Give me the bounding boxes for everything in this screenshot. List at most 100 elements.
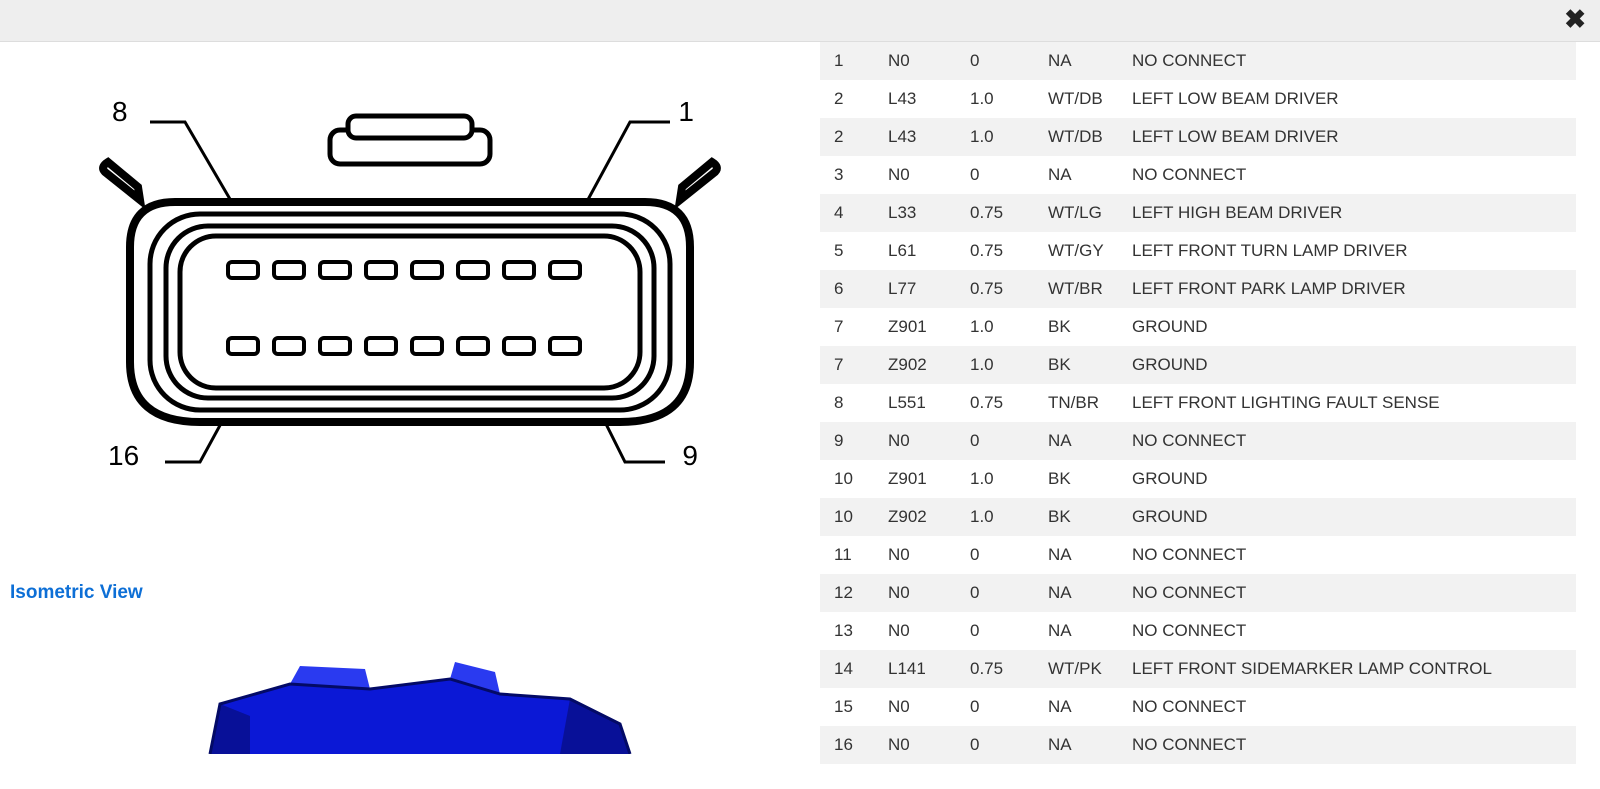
- diagram-pane: 8 1 16 9: [0, 42, 820, 789]
- cell-circuit: Z902: [874, 346, 956, 384]
- cell-function: NO CONNECT: [1118, 612, 1576, 650]
- table-row: 2L431.0WT/DBLEFT LOW BEAM DRIVER: [820, 118, 1576, 156]
- cell-color: NA: [1034, 574, 1118, 612]
- cell-color: WT/DB: [1034, 118, 1118, 156]
- cell-function: LEFT FRONT SIDEMARKER LAMP CONTROL: [1118, 650, 1576, 688]
- cell-function: GROUND: [1118, 308, 1576, 346]
- cell-circuit: N0: [874, 688, 956, 726]
- pin-corner-label: 9: [682, 440, 698, 472]
- cell-function: NO CONNECT: [1118, 574, 1576, 612]
- cell-circuit: N0: [874, 612, 956, 650]
- cell-gauge: 0: [956, 574, 1034, 612]
- cell-pin: 5: [820, 232, 874, 270]
- cell-circuit: L77: [874, 270, 956, 308]
- table-row: 9N00NANO CONNECT: [820, 422, 1576, 460]
- cell-gauge: 0.75: [956, 384, 1034, 422]
- cell-circuit: N0: [874, 42, 956, 80]
- cell-gauge: 0.75: [956, 232, 1034, 270]
- cell-function: LEFT LOW BEAM DRIVER: [1118, 118, 1576, 156]
- connector-svg: [30, 92, 790, 522]
- cell-function: NO CONNECT: [1118, 688, 1576, 726]
- cell-pin: 1: [820, 42, 874, 80]
- table-row: 1N00NANO CONNECT: [820, 42, 1576, 80]
- cell-color: BK: [1034, 308, 1118, 346]
- cell-pin: 6: [820, 270, 874, 308]
- cell-circuit: N0: [874, 726, 956, 764]
- cell-gauge: 0: [956, 688, 1034, 726]
- cell-color: TN/BR: [1034, 384, 1118, 422]
- cell-circuit: L43: [874, 118, 956, 156]
- table-row: 8L5510.75TN/BRLEFT FRONT LIGHTING FAULT …: [820, 384, 1576, 422]
- cell-gauge: 0: [956, 422, 1034, 460]
- cell-circuit: L33: [874, 194, 956, 232]
- close-icon[interactable]: ✖: [1564, 6, 1586, 32]
- cell-gauge: 0.75: [956, 194, 1034, 232]
- cell-color: NA: [1034, 688, 1118, 726]
- cell-color: BK: [1034, 460, 1118, 498]
- isometric-view-title: Isometric View: [10, 582, 810, 604]
- cell-pin: 3: [820, 156, 874, 194]
- cell-gauge: 1.0: [956, 118, 1034, 156]
- cell-color: NA: [1034, 726, 1118, 764]
- cell-gauge: 0: [956, 726, 1034, 764]
- isometric-connector-svg: [150, 644, 670, 754]
- cell-circuit: L61: [874, 232, 956, 270]
- cell-color: NA: [1034, 612, 1118, 650]
- cell-pin: 2: [820, 80, 874, 118]
- cell-gauge: 0: [956, 42, 1034, 80]
- cell-pin: 2: [820, 118, 874, 156]
- cell-pin: 15: [820, 688, 874, 726]
- cell-color: NA: [1034, 156, 1118, 194]
- cell-pin: 7: [820, 308, 874, 346]
- cell-color: NA: [1034, 536, 1118, 574]
- cell-color: BK: [1034, 498, 1118, 536]
- cell-function: LEFT FRONT LIGHTING FAULT SENSE: [1118, 384, 1576, 422]
- cell-function: NO CONNECT: [1118, 42, 1576, 80]
- cell-color: WT/GY: [1034, 232, 1118, 270]
- pinout-table: 1N00NANO CONNECT2L431.0WT/DBLEFT LOW BEA…: [820, 42, 1576, 764]
- table-row: 13N00NANO CONNECT: [820, 612, 1576, 650]
- table-row: 15N00NANO CONNECT: [820, 688, 1576, 726]
- cell-circuit: N0: [874, 156, 956, 194]
- cell-pin: 14: [820, 650, 874, 688]
- table-row: 12N00NANO CONNECT: [820, 574, 1576, 612]
- cell-function: LEFT HIGH BEAM DRIVER: [1118, 194, 1576, 232]
- cell-circuit: Z901: [874, 460, 956, 498]
- cell-color: WT/PK: [1034, 650, 1118, 688]
- cell-function: GROUND: [1118, 460, 1576, 498]
- cell-function: LEFT FRONT PARK LAMP DRIVER: [1118, 270, 1576, 308]
- cell-pin: 9: [820, 422, 874, 460]
- table-row: 2L431.0WT/DBLEFT LOW BEAM DRIVER: [820, 80, 1576, 118]
- cell-pin: 10: [820, 498, 874, 536]
- cell-gauge: 0.75: [956, 270, 1034, 308]
- cell-function: NO CONNECT: [1118, 726, 1576, 764]
- cell-function: NO CONNECT: [1118, 536, 1576, 574]
- content-area: 8 1 1 6 9: [0, 42, 1600, 789]
- table-row: 7Z9021.0BKGROUND: [820, 346, 1576, 384]
- table-row: 10Z9021.0BKGROUND: [820, 498, 1576, 536]
- cell-function: LEFT FRONT TURN LAMP DRIVER: [1118, 232, 1576, 270]
- pin-corner-label: 1: [678, 96, 694, 128]
- cell-pin: 12: [820, 574, 874, 612]
- cell-circuit: N0: [874, 536, 956, 574]
- cell-color: BK: [1034, 346, 1118, 384]
- table-row: 6L770.75WT/BRLEFT FRONT PARK LAMP DRIVER: [820, 270, 1576, 308]
- pin-corner-label: 8: [112, 96, 128, 128]
- cell-gauge: 0.75: [956, 650, 1034, 688]
- cell-function: GROUND: [1118, 498, 1576, 536]
- cell-color: WT/DB: [1034, 80, 1118, 118]
- cell-circuit: L551: [874, 384, 956, 422]
- cell-circuit: N0: [874, 422, 956, 460]
- table-row: 14L1410.75WT/PKLEFT FRONT SIDEMARKER LAM…: [820, 650, 1576, 688]
- cell-function: NO CONNECT: [1118, 156, 1576, 194]
- table-row: 4L330.75WT/LGLEFT HIGH BEAM DRIVER: [820, 194, 1576, 232]
- pinout-table-pane: 1N00NANO CONNECT2L431.0WT/DBLEFT LOW BEA…: [820, 42, 1600, 789]
- table-row: 7Z9011.0BKGROUND: [820, 308, 1576, 346]
- cell-pin: 7: [820, 346, 874, 384]
- cell-gauge: 1.0: [956, 308, 1034, 346]
- table-row: 5L610.75WT/GYLEFT FRONT TURN LAMP DRIVER: [820, 232, 1576, 270]
- cell-pin: 10: [820, 460, 874, 498]
- cell-circuit: L43: [874, 80, 956, 118]
- cell-pin: 4: [820, 194, 874, 232]
- cell-color: NA: [1034, 42, 1118, 80]
